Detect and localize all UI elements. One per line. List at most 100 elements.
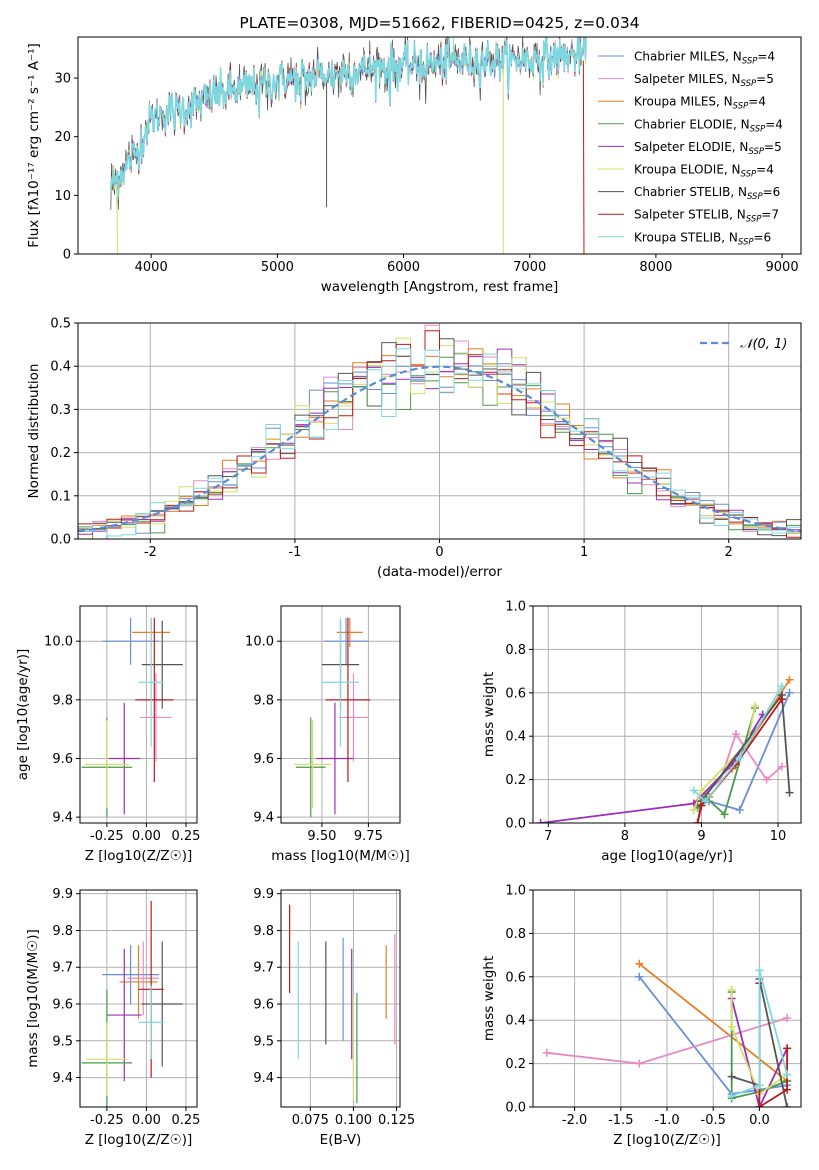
weight-marker-chabrier_stelib — [727, 1072, 736, 1081]
y-axis-label: mass [log10(M/M☉)] — [25, 929, 41, 1068]
weight-marker-kroupa_stelib — [689, 786, 698, 795]
spectrum-dropout — [115, 183, 119, 254]
y-tick-label: 0.0 — [50, 533, 71, 548]
legend-label: Kroupa ELODIE, NSSP=4 — [634, 163, 774, 180]
weight-marker-chabrier_miles — [635, 972, 644, 981]
y-tick-label: 0.4 — [505, 1014, 526, 1029]
error-bars — [81, 901, 183, 1107]
x-tick-label: 10 — [770, 829, 787, 844]
weight-marker-salpeter_miles — [777, 762, 786, 771]
weight-marker-salpeter_stelib — [697, 801, 706, 810]
x-tick-label: -2.0 — [562, 1113, 587, 1128]
weight-line-kroupa_elodie — [692, 705, 756, 811]
weight-marker-salpeter_stelib — [693, 819, 702, 823]
residuals-legend: 𝒩(0, 1) — [700, 337, 787, 352]
x-tick-label: -0.25 — [90, 829, 124, 844]
histograms — [78, 324, 801, 539]
error-bars — [294, 617, 371, 818]
x-tick-label: 9.75 — [354, 829, 383, 844]
y-tick-label: 10.0 — [245, 635, 274, 650]
legend-label: Salpeter ELODIE, NSSP=5 — [634, 140, 782, 157]
mass-vs-Z-panel: -0.25 0.00 0.25 9.4 9.5 9.6 9.7 9.8 9.9 Z [log10(… — [25, 887, 200, 1148]
y-tick-label: 0.0 — [505, 817, 526, 832]
x-tick-label: 0.25 — [171, 829, 200, 844]
legend-label: Salpeter STELIB, NSSP=7 — [634, 208, 779, 225]
x-tick-label: 5000 — [261, 260, 294, 275]
legend-label: Salpeter MILES, NSSP=5 — [634, 72, 774, 89]
weight-marker-chabrier_stelib — [785, 788, 794, 797]
axes-frame — [532, 605, 802, 824]
legend-label: Chabrier MILES, NSSP=4 — [634, 50, 775, 67]
weight-lines — [536, 675, 794, 823]
x-tick-label: 8000 — [639, 260, 672, 275]
weight-marker-kroupa_elodie — [697, 786, 706, 795]
x-tick-label: 0 — [435, 545, 443, 560]
y-tick-label: 0.3 — [50, 403, 71, 418]
x-axis-label: age [log10(age/yr)] — [601, 848, 733, 864]
weight-marker-salpeter_miles — [731, 730, 740, 739]
spectrum-legend: Chabrier MILES, NSSP=4 Salpeter MILES, NS… — [598, 50, 783, 247]
weight-marker-salpeter_stelib — [783, 1085, 792, 1094]
x-tick-label: -0.25 — [90, 1113, 124, 1128]
weight-marker-kroupa_miles — [635, 959, 644, 968]
axes-frame — [280, 605, 401, 824]
y-tick-label: 9.4 — [52, 811, 73, 826]
y-tick-label: 0.4 — [50, 360, 71, 375]
weight-vs-age-panel: 7 8 9 10 0.0 0.2 0.4 0.6 0.8 1.0 age [log10(age/yr… — [481, 600, 802, 864]
weight-line-kroupa_stelib — [693, 685, 783, 803]
y-tick-label: 9.8 — [253, 924, 274, 939]
weight-marker-kroupa_elodie — [727, 985, 736, 994]
weight-marker-kroupa_stelib — [783, 1070, 792, 1079]
y-tick-label: 9.6 — [253, 752, 274, 767]
y-axis-label: Normed distribution — [26, 364, 42, 499]
weight-marker-chabrier_miles — [735, 805, 744, 814]
weight-line-chabrier_elodie — [730, 992, 788, 1100]
weight-marker-kroupa_stelib — [701, 797, 710, 806]
x-tick-label: 0.00 — [132, 829, 161, 844]
axes-frame — [77, 36, 802, 255]
y-tick-label: 0.2 — [505, 1057, 526, 1072]
y-tick-label: 0.4 — [505, 730, 526, 745]
weight-marker-salpeter_miles — [762, 775, 771, 784]
x-axis-label: E(B-V) — [320, 1132, 362, 1148]
residuals-panel: -2 -1 0 1 2 0.0 0.1 0.2 0.3 0.4 0.5 (data-model)/er… — [26, 317, 802, 580]
x-tick-label: 0.100 — [335, 1113, 372, 1128]
y-tick-label: 9.5 — [253, 1034, 274, 1049]
normal-curve — [78, 365, 801, 533]
y-tick-label: 9.8 — [52, 924, 73, 939]
y-axis-label: mass weight — [481, 672, 497, 757]
x-axis-label: mass [log10(M/M☉)] — [271, 848, 410, 864]
histogram-kroupa_stelib — [78, 348, 801, 537]
legend-label: Kroupa MILES, NSSP=4 — [634, 95, 766, 112]
y-tick-label: 10.0 — [44, 635, 73, 650]
x-axis-label: Z [log10(Z/Z☉)] — [613, 1132, 721, 1148]
y-tick-label: 20 — [54, 130, 71, 145]
error-bars — [81, 617, 183, 818]
y-tick-label: 9.9 — [253, 887, 274, 902]
axes-frame — [79, 889, 198, 1108]
y-tick-label: 0.0 — [505, 1101, 526, 1116]
x-tick-label: 2 — [725, 545, 733, 560]
legend-label: Chabrier STELIB, NSSP=6 — [634, 185, 780, 202]
axes-frame — [280, 889, 401, 1108]
weight-marker-kroupa_miles — [785, 675, 794, 684]
weight-marker-kroupa_elodie — [689, 805, 698, 814]
y-tick-label: 9.6 — [253, 998, 274, 1013]
x-tick-label: 0.125 — [378, 1113, 415, 1128]
y-tick-label: 30 — [54, 72, 71, 87]
y-tick-label: 0.6 — [505, 686, 526, 701]
x-tick-label: 7000 — [513, 260, 546, 275]
weight-marker-kroupa_elodie — [751, 701, 760, 710]
x-tick-label: 1 — [580, 545, 588, 560]
y-tick-label: 0.2 — [505, 773, 526, 788]
legend-label: Chabrier ELODIE, NSSP=4 — [634, 117, 783, 134]
weight-marker-salpeter_stelib — [777, 695, 786, 704]
y-axis-label: Flux [fλ10⁻¹⁷ erg cm⁻² s⁻¹ A⁻¹] — [26, 43, 42, 248]
age-vs-mass-panel: 9.50 9.75 9.4 9.6 9.8 10.0 mass [log10(M/M☉)] — [245, 605, 410, 864]
y-tick-label: 0.8 — [505, 927, 526, 942]
weight-marker-salpeter_miles — [635, 1059, 644, 1068]
x-tick-label: -0.5 — [701, 1113, 726, 1128]
y-tick-label: 9.6 — [52, 998, 73, 1013]
weight-marker-kroupa_stelib — [777, 682, 786, 691]
x-tick-label: 7 — [544, 829, 552, 844]
